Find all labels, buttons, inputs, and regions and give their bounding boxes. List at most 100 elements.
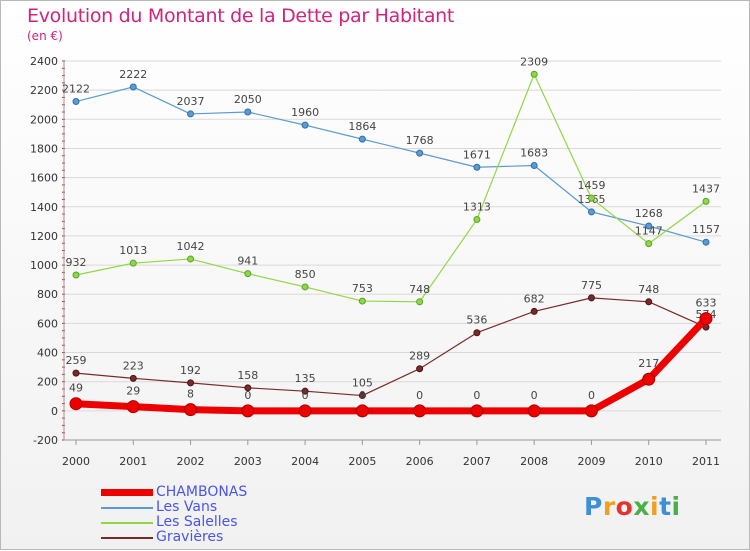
chart-title: Evolution du Montant de la Dette par Hab… xyxy=(27,5,455,27)
x-tick-label: 2007 xyxy=(463,455,491,468)
data-point-les-vans xyxy=(587,208,595,216)
y-tick-label: 1000 xyxy=(30,259,58,272)
y-tick-label: 0 xyxy=(51,405,58,418)
data-label-les-vans: 2222 xyxy=(119,68,147,81)
data-point-les-vans xyxy=(187,110,195,118)
data-label-gravi-res: 775 xyxy=(581,279,602,292)
data-point-chambonas xyxy=(298,404,312,418)
proxiti-logo: Proxiti xyxy=(584,492,681,521)
data-label-les-vans: 1157 xyxy=(692,223,720,236)
data-label-les-salelles: 2309 xyxy=(520,55,548,68)
data-point-les-salelles xyxy=(702,197,710,205)
x-tick-label: 2002 xyxy=(177,455,205,468)
data-point-chambonas xyxy=(355,404,369,418)
data-label-gravi-res: 289 xyxy=(409,350,430,363)
data-point-gravi-res xyxy=(72,369,80,377)
legend-item-les-vans: Les Vans xyxy=(101,500,247,515)
data-label-les-salelles: 1013 xyxy=(119,244,147,257)
data-point-les-salelles xyxy=(473,215,481,223)
x-tick-label: 2008 xyxy=(520,455,548,468)
data-point-gravi-res xyxy=(129,374,137,382)
data-label-les-salelles: 850 xyxy=(295,268,316,281)
x-tick-label: 2009 xyxy=(577,455,605,468)
series-line-chambonas xyxy=(75,316,709,415)
data-label-les-vans: 2050 xyxy=(234,93,262,106)
data-label-les-vans: 1683 xyxy=(520,147,548,160)
data-label-chambonas: 217 xyxy=(638,357,659,370)
data-label-les-vans: 2037 xyxy=(177,95,205,108)
data-label-les-vans: 1960 xyxy=(291,106,319,119)
data-point-les-vans xyxy=(358,135,366,143)
data-label-chambonas: 0 xyxy=(244,389,251,402)
data-label-les-vans: 1864 xyxy=(348,120,376,133)
data-point-gravi-res xyxy=(473,329,481,337)
data-point-chambonas xyxy=(699,312,713,326)
data-label-chambonas: 0 xyxy=(359,389,366,402)
data-label-chambonas: 0 xyxy=(473,389,480,402)
y-tick-label: 600 xyxy=(37,317,58,330)
data-point-les-vans xyxy=(301,121,309,129)
data-point-les-salelles xyxy=(72,271,80,279)
data-point-gravi-res xyxy=(358,392,366,400)
data-label-les-salelles: 932 xyxy=(66,256,87,269)
data-label-chambonas: 29 xyxy=(126,385,140,398)
data-point-gravi-res xyxy=(187,379,195,387)
data-label-chambonas: 633 xyxy=(696,297,717,310)
data-point-les-salelles xyxy=(244,270,252,278)
y-tick-label: 1800 xyxy=(30,142,58,155)
legend-item-gravieres: Gravières xyxy=(101,530,247,545)
data-point-gravi-res xyxy=(244,384,252,392)
legend-swatch-gravieres xyxy=(101,536,153,539)
chart-unit-label: (en €) xyxy=(27,29,63,43)
legend-label-gravieres: Gravières xyxy=(156,529,224,545)
data-label-chambonas: 0 xyxy=(416,389,423,402)
data-label-gravi-res: 135 xyxy=(295,372,316,385)
data-point-les-salelles xyxy=(358,297,366,305)
data-label-les-salelles: 1147 xyxy=(635,225,663,238)
data-point-chambonas xyxy=(184,403,198,417)
y-tick-label: -200 xyxy=(33,434,58,447)
data-point-les-vans xyxy=(416,149,424,157)
y-tick-label: 400 xyxy=(37,347,58,360)
x-tick-label: 2000 xyxy=(62,455,90,468)
data-point-chambonas xyxy=(470,404,484,418)
x-tick-label: 2004 xyxy=(291,455,319,468)
y-tick-label: 1400 xyxy=(30,201,58,214)
logo-letter: i xyxy=(650,492,660,521)
data-point-les-vans xyxy=(702,238,710,246)
data-label-gravi-res: 192 xyxy=(180,364,201,377)
data-label-chambonas: 0 xyxy=(531,389,538,402)
data-label-les-salelles: 1459 xyxy=(577,179,605,192)
legend-label-chambonas: CHAMBONAS xyxy=(156,484,248,500)
data-label-les-vans: 1268 xyxy=(635,207,663,220)
data-label-gravi-res: 748 xyxy=(638,283,659,296)
data-label-gravi-res: 536 xyxy=(466,314,487,327)
series-line-les-salelles xyxy=(75,73,707,303)
y-tick-label: 2200 xyxy=(30,84,58,97)
x-tick-label: 2010 xyxy=(635,455,663,468)
y-tick-label: 800 xyxy=(37,288,58,301)
logo-letter: t xyxy=(659,492,672,521)
data-label-les-salelles: 941 xyxy=(237,255,258,268)
data-point-les-vans xyxy=(244,108,252,116)
legend-swatch-chambonas xyxy=(101,489,153,496)
y-tick-label: 1600 xyxy=(30,172,58,185)
x-tick-label: 2011 xyxy=(692,455,720,468)
data-point-chambonas xyxy=(241,404,255,418)
data-point-les-vans xyxy=(129,83,137,91)
data-point-les-salelles xyxy=(587,194,595,202)
data-point-les-salelles xyxy=(645,240,653,248)
legend: CHAMBONAS Les Vans Les Salelles Gravière… xyxy=(101,485,247,545)
x-tick-label: 2005 xyxy=(348,455,376,468)
data-label-les-salelles: 1437 xyxy=(692,182,720,195)
data-label-gravi-res: 259 xyxy=(66,354,87,367)
logo-letter: r xyxy=(602,492,616,521)
data-point-chambonas xyxy=(69,397,83,411)
data-label-les-salelles: 1042 xyxy=(177,240,205,253)
data-point-les-vans xyxy=(72,98,80,106)
series-line-les-vans xyxy=(75,86,707,243)
data-point-les-salelles xyxy=(129,259,137,267)
data-point-gravi-res xyxy=(301,387,309,395)
data-point-gravi-res xyxy=(645,298,653,306)
legend-label-les-vans: Les Vans xyxy=(156,499,218,515)
